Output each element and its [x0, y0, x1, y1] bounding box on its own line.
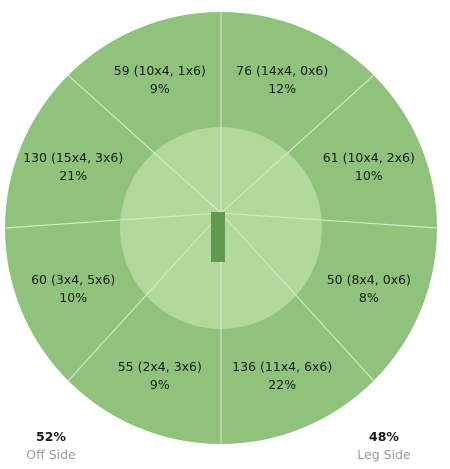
- segment-runs-label: 50 (8x4, 0x6): [327, 272, 411, 287]
- segment-runs-label: 61 (10x4, 2x6): [323, 150, 415, 165]
- segment-percentage-label: 9%: [150, 81, 170, 96]
- segment-percentage-label: 12%: [268, 81, 296, 96]
- leg-side-label: Leg Side: [357, 447, 411, 462]
- segment-percentage-label: 10%: [59, 290, 87, 305]
- segment-runs-label: 130 (15x4, 3x6): [23, 150, 123, 165]
- segment-runs-label: 60 (3x4, 5x6): [31, 272, 115, 287]
- leg-side-percentage: 48%: [369, 429, 399, 444]
- segment-percentage-label: 9%: [150, 377, 170, 392]
- off-side-label: Off Side: [26, 447, 76, 462]
- segment-runs-label: 136 (11x4, 6x6): [232, 359, 332, 374]
- segment-runs-label: 55 (2x4, 3x6): [118, 359, 202, 374]
- segment-runs-label: 76 (14x4, 0x6): [236, 63, 328, 78]
- segment-percentage-label: 8%: [359, 290, 379, 305]
- segment-percentage-label: 10%: [355, 168, 383, 183]
- segment-percentage-label: 21%: [59, 168, 87, 183]
- off-side-percentage: 52%: [36, 429, 66, 444]
- segment-runs-label: 59 (10x4, 1x6): [114, 63, 206, 78]
- pitch: [211, 212, 225, 262]
- segment-percentage-label: 22%: [268, 377, 296, 392]
